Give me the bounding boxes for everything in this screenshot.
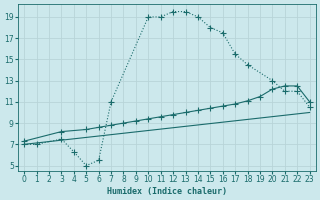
X-axis label: Humidex (Indice chaleur): Humidex (Indice chaleur): [107, 187, 227, 196]
